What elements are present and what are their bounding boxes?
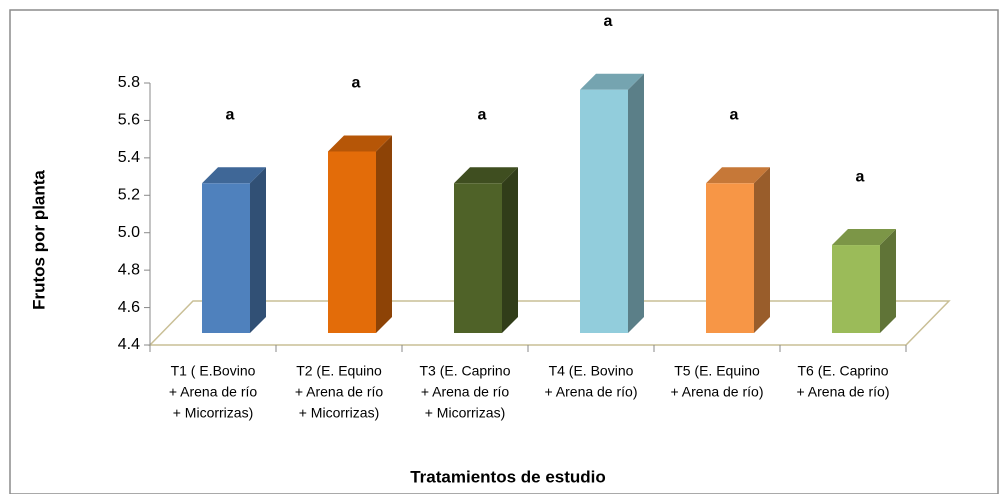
bar-top (832, 229, 896, 246)
bar (202, 183, 250, 333)
bar (454, 183, 502, 333)
x-tick-label: + Arena de río) (796, 384, 889, 400)
y-tick-label: 5.8 (118, 74, 140, 91)
bar-side (376, 135, 392, 333)
bar (832, 245, 880, 333)
bar-side (880, 229, 896, 333)
floor (148, 300, 951, 346)
bar-top (202, 167, 266, 184)
bar-top (706, 167, 770, 184)
x-tick-label: T6 (E. Caprino (797, 363, 888, 379)
bar-top (454, 167, 518, 184)
x-tick-label: T1 ( E.Bovino (171, 363, 256, 379)
bar-top (580, 73, 644, 90)
bar-side (628, 73, 644, 333)
bar (328, 151, 376, 333)
x-tick-label: + Micorrizas) (299, 405, 380, 421)
x-tick-label: + Arena de río (169, 384, 258, 400)
x-tick-label: + Arena de río (295, 384, 384, 400)
x-tick-label: T5 (E. Equino (674, 363, 760, 379)
x-tick-label: T4 (E. Bovino (549, 363, 634, 379)
bar (706, 183, 754, 333)
bar-side (502, 167, 518, 333)
bar-side (754, 167, 770, 333)
y-tick-label: 5.2 (118, 187, 140, 204)
x-tick-label: + Micorrizas) (173, 405, 254, 421)
significance-letter: a (856, 168, 865, 185)
y-tick-label: 5.4 (118, 149, 140, 166)
bar (580, 89, 628, 333)
bar-side (250, 167, 266, 333)
x-tick-label: + Arena de río) (670, 384, 763, 400)
y-axis-title: Frutos por planta (29, 170, 48, 310)
bar-top (328, 135, 392, 152)
significance-letter: a (226, 107, 235, 124)
x-tick-label: + Micorrizas) (425, 405, 506, 421)
significance-letter: a (352, 75, 361, 92)
y-tick-label: 4.8 (118, 261, 140, 278)
x-axis-title: Tratamientos de estudio (410, 467, 606, 486)
y-tick-label: 5.6 (118, 112, 140, 129)
x-tick-label: T2 (E. Equino (296, 363, 382, 379)
significance-letter: a (730, 107, 739, 124)
y-tick-label: 5.0 (118, 224, 140, 241)
x-tick-label: T3 (E. Caprino (419, 363, 510, 379)
y-tick-label: 4.6 (118, 299, 140, 316)
significance-letter: a (604, 13, 613, 30)
significance-letter: a (478, 107, 487, 124)
x-tick-label: + Arena de río) (544, 384, 637, 400)
x-tick-label: + Arena de río (421, 384, 510, 400)
y-tick-label: 4.4 (118, 336, 140, 353)
